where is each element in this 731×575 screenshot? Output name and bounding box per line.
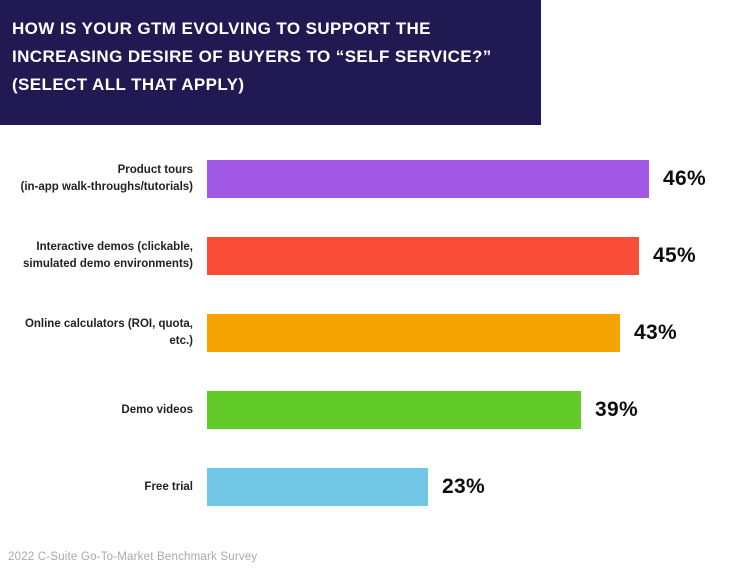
bar (207, 391, 581, 429)
bar-label: Online calculators (ROI, quota, etc.) (24, 318, 193, 347)
bar-value-label: 23% (442, 475, 485, 498)
bar-row: Product tours (in-app walk-throughs/tutor… (0, 160, 731, 198)
chart-title-block: HOW IS YOUR GTM EVOLVING TO SUPPORT THE … (0, 0, 541, 125)
bar (207, 468, 428, 506)
bar-value-label: 46% (663, 167, 706, 190)
bar-row: Demo videos 39% (0, 391, 731, 429)
source-caption: 2022 C-Suite Go-To-Market Benchmark Surv… (8, 551, 258, 563)
bar-label: Interactive demos (clickable, simulated d… (23, 241, 193, 270)
bar-label: Demo videos (121, 403, 193, 416)
bar-value-label: 39% (595, 398, 638, 421)
bar-value-label: 43% (634, 321, 677, 344)
chart-title-line-3: (SELECT ALL THAT APPLY) (12, 75, 245, 94)
bar-value-label: 45% (653, 244, 696, 267)
bar-row: Interactive demos (clickable, simulated d… (0, 237, 731, 275)
bar-row: Online calculators (ROI, quota, etc.) 43% (0, 314, 731, 352)
chart-title-line-1: HOW IS YOUR GTM EVOLVING TO SUPPORT THE (12, 19, 431, 38)
bar-chart: Product tours (in-app walk-throughs/tutor… (0, 160, 731, 506)
bar-label: Product tours (in-app walk-throughs/tutor… (20, 164, 194, 193)
bar (207, 160, 649, 198)
bar (207, 237, 639, 275)
bar-rows: Product tours (in-app walk-throughs/tutor… (0, 160, 731, 506)
chart-title-line-2: INCREASING DESIRE OF BUYERS TO “SELF SER… (12, 47, 492, 66)
bar (207, 314, 620, 352)
bar-label: Free trial (144, 480, 193, 493)
bar-row: Free trial 23% (0, 468, 731, 506)
